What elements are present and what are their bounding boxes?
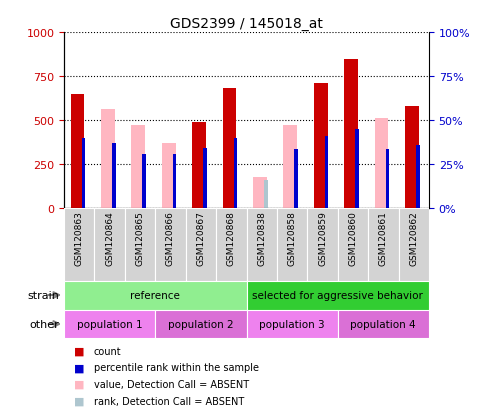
- Bar: [216, 209, 246, 281]
- Text: GSM120862: GSM120862: [409, 211, 418, 265]
- Bar: [398, 209, 429, 281]
- Text: GSM120858: GSM120858: [287, 211, 297, 266]
- Bar: [246, 209, 277, 281]
- Text: value, Detection Call = ABSENT: value, Detection Call = ABSENT: [94, 379, 249, 389]
- Bar: [314, 84, 327, 209]
- Text: percentile rank within the sample: percentile rank within the sample: [94, 363, 259, 373]
- Bar: [186, 209, 216, 281]
- Text: GSM120863: GSM120863: [75, 211, 84, 266]
- Text: strain: strain: [27, 290, 59, 300]
- Bar: [64, 281, 246, 310]
- Bar: [192, 123, 206, 209]
- Bar: [155, 310, 246, 339]
- Bar: [246, 281, 429, 310]
- Text: ■: ■: [74, 379, 84, 389]
- Text: selected for aggressive behavior: selected for aggressive behavior: [252, 290, 423, 300]
- Text: GSM120859: GSM120859: [318, 211, 327, 266]
- Bar: [234, 138, 237, 209]
- Title: GDS2399 / 145018_at: GDS2399 / 145018_at: [170, 17, 323, 31]
- Bar: [307, 209, 338, 281]
- Bar: [125, 209, 155, 281]
- Bar: [264, 180, 268, 209]
- Bar: [294, 150, 298, 209]
- Bar: [142, 154, 146, 209]
- Bar: [81, 138, 85, 209]
- Bar: [64, 209, 95, 281]
- Bar: [246, 310, 338, 339]
- Bar: [203, 149, 207, 209]
- Bar: [253, 178, 267, 209]
- Bar: [386, 150, 389, 209]
- Text: rank, Detection Call = ABSENT: rank, Detection Call = ABSENT: [94, 396, 244, 406]
- Bar: [70, 95, 84, 209]
- Text: GSM120866: GSM120866: [166, 211, 175, 266]
- Bar: [173, 154, 176, 209]
- Text: population 4: population 4: [351, 319, 416, 329]
- Text: population 3: population 3: [259, 319, 325, 329]
- Text: GSM120860: GSM120860: [349, 211, 357, 266]
- Bar: [375, 119, 388, 209]
- Text: count: count: [94, 346, 121, 356]
- Text: GSM120867: GSM120867: [196, 211, 206, 266]
- Text: GSM120864: GSM120864: [105, 211, 114, 265]
- Bar: [344, 59, 358, 209]
- Text: GSM120865: GSM120865: [136, 211, 144, 266]
- Text: GSM120838: GSM120838: [257, 211, 266, 266]
- Bar: [155, 209, 186, 281]
- Bar: [277, 209, 307, 281]
- Bar: [95, 209, 125, 281]
- Bar: [283, 126, 297, 209]
- Bar: [112, 144, 116, 209]
- Bar: [64, 310, 155, 339]
- Bar: [132, 126, 145, 209]
- Bar: [338, 310, 429, 339]
- Text: reference: reference: [130, 290, 180, 300]
- Bar: [338, 209, 368, 281]
- Bar: [405, 107, 419, 209]
- Bar: [223, 89, 236, 209]
- Text: ■: ■: [74, 396, 84, 406]
- Bar: [368, 209, 398, 281]
- Text: population 2: population 2: [168, 319, 234, 329]
- Bar: [325, 137, 328, 209]
- Text: GSM120861: GSM120861: [379, 211, 388, 266]
- Bar: [416, 145, 420, 209]
- Bar: [101, 109, 115, 209]
- Bar: [162, 144, 176, 209]
- Text: population 1: population 1: [77, 319, 142, 329]
- Text: ■: ■: [74, 346, 84, 356]
- Bar: [355, 130, 359, 209]
- Text: ■: ■: [74, 363, 84, 373]
- Text: other: other: [30, 319, 59, 329]
- Text: GSM120868: GSM120868: [227, 211, 236, 266]
